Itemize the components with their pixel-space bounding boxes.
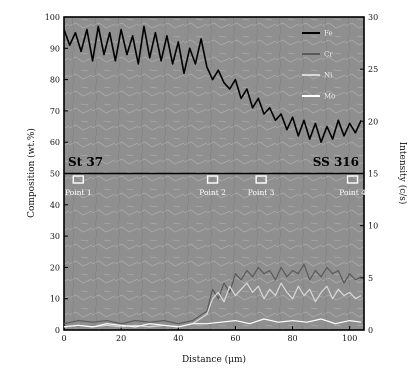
series-line-fe	[63, 25, 362, 143]
point-marker	[72, 175, 84, 184]
series-line-mo	[63, 318, 362, 328]
y2-tick-label: 0	[368, 326, 373, 335]
point-label: Point 2	[199, 188, 226, 197]
y2-tick-label: 25	[368, 65, 378, 74]
series-line-ni	[63, 282, 362, 328]
point-marker	[206, 175, 219, 184]
y2-tick-label: 5	[368, 274, 373, 283]
y-axis-left: 0 10 20 30 40 50 60 70 80 90 100	[45, 13, 68, 335]
y-axis-title: Composition (wt.%)	[26, 128, 37, 218]
y-tick-label: 100	[45, 13, 60, 22]
y-tick-label: 80	[50, 76, 60, 85]
y-tick-label: 30	[50, 232, 60, 241]
point-marker	[346, 175, 359, 184]
legend-label: Ni	[324, 72, 333, 80]
y-tick-label: 40	[50, 201, 60, 210]
x-tick-label: 40	[173, 334, 183, 343]
series-layer	[63, 25, 362, 328]
x-axis-title: Distance (μm)	[182, 354, 246, 365]
y-tick-label: 70	[50, 107, 60, 116]
point-label: Point 4	[339, 188, 366, 197]
point-marker	[255, 175, 267, 184]
y2-tick-label: 10	[368, 222, 378, 231]
x-tick-label: 80	[287, 334, 297, 343]
region-label-right: SS 316	[313, 155, 359, 169]
point-label: Point 1	[65, 188, 92, 197]
x-tick-label: 60	[230, 334, 240, 343]
y-tick-label: 0	[55, 326, 60, 335]
x-tick-label: 0	[61, 334, 66, 343]
legend-label: Mo	[324, 93, 335, 101]
y-tick-label: 60	[50, 138, 60, 147]
y-tick-label: 20	[50, 263, 60, 272]
x-axis: 0 20 40 60 80 100	[61, 326, 357, 343]
y-tick-label: 90	[50, 44, 60, 53]
point-label: Point 3	[248, 188, 275, 197]
points-layer: Point 1 Point 2 Point 3 Point 4	[65, 175, 366, 197]
y2-axis-title: Intensity (c/s)	[397, 142, 408, 205]
plot-area	[63, 16, 365, 331]
series-line-cr	[63, 263, 362, 325]
y2-tick-label: 20	[368, 117, 378, 126]
y-tick-label: 50	[50, 170, 60, 179]
legend-label: Cr	[324, 51, 333, 59]
y2-tick-label: 15	[368, 170, 378, 179]
x-tick-label: 20	[116, 334, 126, 343]
y-tick-label: 10	[50, 295, 60, 304]
legend: Fe Cr Ni Mo	[302, 30, 335, 101]
legend-label: Fe	[324, 30, 333, 38]
y-axis-right: 0 5 10 15 20 25 30	[360, 13, 378, 335]
y2-tick-label: 30	[368, 13, 378, 22]
region-label-left: St 37	[68, 155, 103, 169]
x-tick-label: 100	[342, 334, 357, 343]
